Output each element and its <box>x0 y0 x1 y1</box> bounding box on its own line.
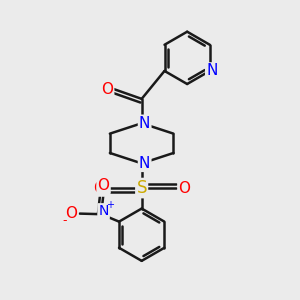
Text: -: - <box>62 214 67 226</box>
Text: O: O <box>65 206 77 221</box>
Text: N: N <box>139 156 150 171</box>
Text: N: N <box>206 63 218 78</box>
Text: O: O <box>101 82 113 97</box>
Text: O: O <box>178 181 190 196</box>
Text: N: N <box>139 116 150 131</box>
Text: S: S <box>136 179 147 197</box>
Text: O: O <box>93 181 105 196</box>
Text: O: O <box>98 178 110 193</box>
Text: +: + <box>106 200 114 210</box>
Text: N: N <box>98 204 109 218</box>
